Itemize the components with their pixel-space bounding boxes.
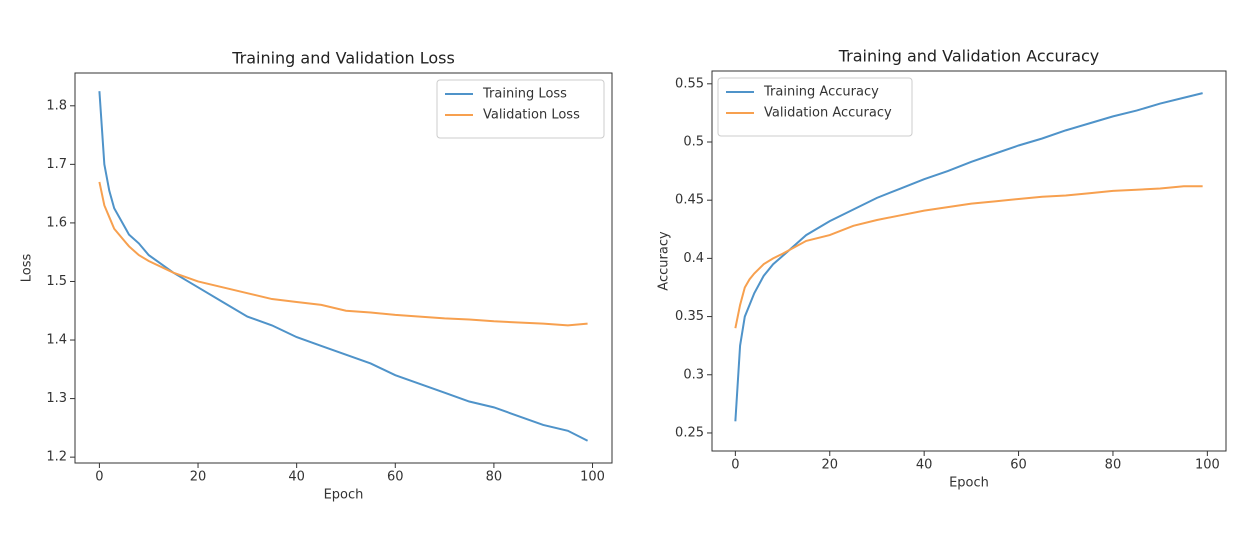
x-tick-label: 40 xyxy=(288,470,305,485)
y-tick-label: 1.4 xyxy=(46,333,67,348)
x-axis-label: Epoch xyxy=(949,476,989,491)
x-tick-label: 0 xyxy=(731,458,739,473)
chart-title: Training and Validation Loss xyxy=(231,49,455,68)
legend-box xyxy=(436,79,605,139)
x-tick-label: 20 xyxy=(821,458,838,473)
y-axis-label: Loss xyxy=(20,254,35,283)
x-axis-label: Epoch xyxy=(324,488,364,503)
y-tick-label: 0.3 xyxy=(683,367,704,382)
x-tick-label: 20 xyxy=(190,470,207,485)
plot-frame xyxy=(711,70,1227,452)
y-tick-label: 0.5 xyxy=(683,134,704,149)
legend-label: Training Loss xyxy=(482,87,567,102)
x-tick-label: 100 xyxy=(1195,458,1220,473)
y-tick-label: 0.4 xyxy=(683,251,704,266)
x-tick-label: 40 xyxy=(916,458,933,473)
data-line xyxy=(98,91,589,442)
x-tick-label: 0 xyxy=(95,470,103,485)
y-tick-label: 1.7 xyxy=(46,157,67,172)
x-tick-label: 60 xyxy=(1010,458,1027,473)
data-line xyxy=(734,185,1203,329)
y-tick-label: 1.5 xyxy=(46,274,67,289)
x-tick-label: 80 xyxy=(1105,458,1122,473)
x-tick-label: 100 xyxy=(580,470,605,485)
y-tick-label: 1.8 xyxy=(46,98,67,113)
legend-box xyxy=(717,77,913,137)
legend-label: Validation Accuracy xyxy=(764,106,892,121)
y-tick-label: 0.25 xyxy=(675,425,704,440)
y-tick-label: 1.2 xyxy=(46,450,67,465)
legend-label: Training Accuracy xyxy=(763,85,879,100)
y-tick-label: 0.55 xyxy=(675,76,704,91)
chart-title: Training and Validation Accuracy xyxy=(838,47,1100,66)
y-tick-label: 1.3 xyxy=(46,391,67,406)
legend-label: Validation Loss xyxy=(483,108,580,123)
plot-frame xyxy=(74,72,613,464)
y-tick-label: 1.6 xyxy=(46,215,67,230)
data-line xyxy=(734,92,1203,422)
x-tick-label: 80 xyxy=(486,470,503,485)
y-tick-label: 0.45 xyxy=(675,193,704,208)
x-tick-label: 60 xyxy=(387,470,404,485)
data-line xyxy=(98,181,588,327)
y-axis-label: Accuracy xyxy=(657,231,672,291)
y-tick-label: 0.35 xyxy=(675,309,704,324)
